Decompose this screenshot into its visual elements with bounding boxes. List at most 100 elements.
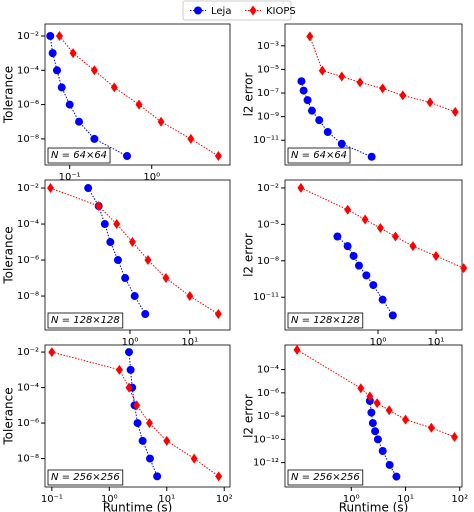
data-point — [450, 431, 458, 442]
y-tick-label: 10⁻⁸ — [257, 256, 279, 267]
y-axis-label: Tolerance — [2, 226, 16, 284]
y-tick-label: 10⁻⁴ — [17, 383, 39, 394]
data-point — [361, 214, 369, 225]
annotation: N = 128×128 — [51, 315, 120, 326]
y-tick-label: 10⁻² — [17, 183, 39, 194]
data-point — [338, 71, 346, 82]
legend-marker — [249, 5, 257, 16]
x-tick-label: 10² — [451, 494, 468, 505]
y-tick-label: 10⁻⁶ — [17, 255, 39, 266]
x-tick-label: 10⁻¹ — [59, 172, 81, 183]
data-point — [123, 152, 132, 161]
data-point — [186, 291, 194, 302]
series-line — [50, 187, 219, 315]
y-tick-label: 10⁻² — [257, 183, 279, 194]
data-point — [371, 427, 380, 436]
data-point — [356, 77, 364, 88]
y-tick-label: 10⁻⁹ — [257, 112, 279, 123]
y-tick-label: 10⁻¹² — [253, 458, 279, 469]
data-point — [113, 256, 122, 265]
data-point — [52, 66, 61, 75]
plot-frame — [44, 344, 231, 488]
y-tick-label: 10⁻⁸ — [17, 454, 39, 465]
data-point — [46, 31, 55, 40]
plot-frame — [284, 23, 463, 166]
annotation: N = 256×256 — [291, 472, 360, 483]
y-tick-label: 10⁻⁵ — [257, 64, 279, 75]
annotation-box — [47, 312, 124, 329]
data-point — [75, 117, 84, 126]
data-point — [366, 391, 374, 402]
data-point — [379, 83, 387, 94]
data-point — [307, 106, 316, 115]
data-point — [362, 271, 371, 280]
annotation: N = 128×128 — [291, 315, 360, 326]
data-point — [323, 127, 332, 136]
data-point — [48, 347, 56, 358]
data-point — [385, 405, 393, 416]
series-line — [300, 81, 372, 158]
y-tick-label: 10⁻⁶ — [17, 100, 39, 111]
annotation-box — [47, 147, 111, 164]
legend-marker — [194, 6, 202, 15]
data-point — [391, 231, 399, 242]
data-point — [121, 274, 130, 283]
y-tick-label: 10⁻⁸ — [257, 411, 279, 422]
data-point — [214, 151, 222, 162]
y-tick-label: 10⁻¹¹ — [253, 135, 279, 146]
data-point — [48, 49, 57, 58]
data-point — [190, 453, 198, 464]
plot-frame — [44, 23, 231, 166]
data-point — [303, 96, 312, 105]
annotation-box — [287, 312, 364, 329]
data-point — [113, 219, 121, 230]
data-point — [106, 238, 115, 247]
data-point — [128, 237, 136, 248]
data-point — [373, 398, 381, 409]
y-tick-label: 10⁻⁸ — [17, 291, 39, 302]
data-point — [376, 223, 384, 234]
series-line — [59, 35, 219, 157]
series-line — [309, 36, 456, 113]
data-point — [388, 311, 397, 320]
y-axis-label: l2 error — [242, 394, 256, 438]
data-point — [349, 251, 358, 260]
y-tick-label: 10⁻⁴ — [17, 219, 39, 230]
data-point — [124, 348, 133, 357]
data-point — [157, 116, 165, 127]
data-point — [126, 365, 135, 374]
data-point — [333, 232, 342, 241]
y-axis-label: Tolerance — [2, 387, 16, 445]
data-point — [84, 184, 93, 193]
x-tick-label: 10⁰ — [343, 494, 360, 505]
data-point — [162, 273, 170, 284]
data-point — [110, 82, 118, 93]
data-point — [343, 242, 352, 251]
y-tick-label: 10⁻⁴ — [17, 65, 39, 76]
annotation-box — [287, 469, 364, 486]
data-point — [373, 435, 382, 444]
data-point — [402, 414, 410, 425]
data-point — [138, 436, 147, 445]
data-point — [145, 454, 154, 463]
data-point — [399, 90, 407, 101]
y-axis-label: Tolerance — [2, 66, 16, 124]
data-point — [385, 460, 394, 469]
annotation: N = 256×256 — [51, 472, 120, 483]
y-tick-label: 10⁻¹¹ — [253, 292, 279, 303]
data-point — [357, 383, 365, 394]
x-tick-label: 10⁰ — [370, 337, 387, 348]
data-point — [95, 201, 103, 212]
x-tick-label: 10¹ — [181, 337, 198, 348]
data-point — [337, 139, 346, 148]
data-point — [47, 183, 55, 194]
data-point — [130, 292, 139, 301]
data-point — [133, 419, 142, 428]
data-point — [460, 263, 468, 274]
y-tick-label: 10⁻⁵ — [257, 219, 279, 230]
y-tick-label: 10⁻⁷ — [257, 88, 279, 99]
data-point — [69, 48, 77, 59]
legend-box — [182, 0, 292, 21]
x-tick-label: 10⁻¹ — [41, 494, 63, 505]
